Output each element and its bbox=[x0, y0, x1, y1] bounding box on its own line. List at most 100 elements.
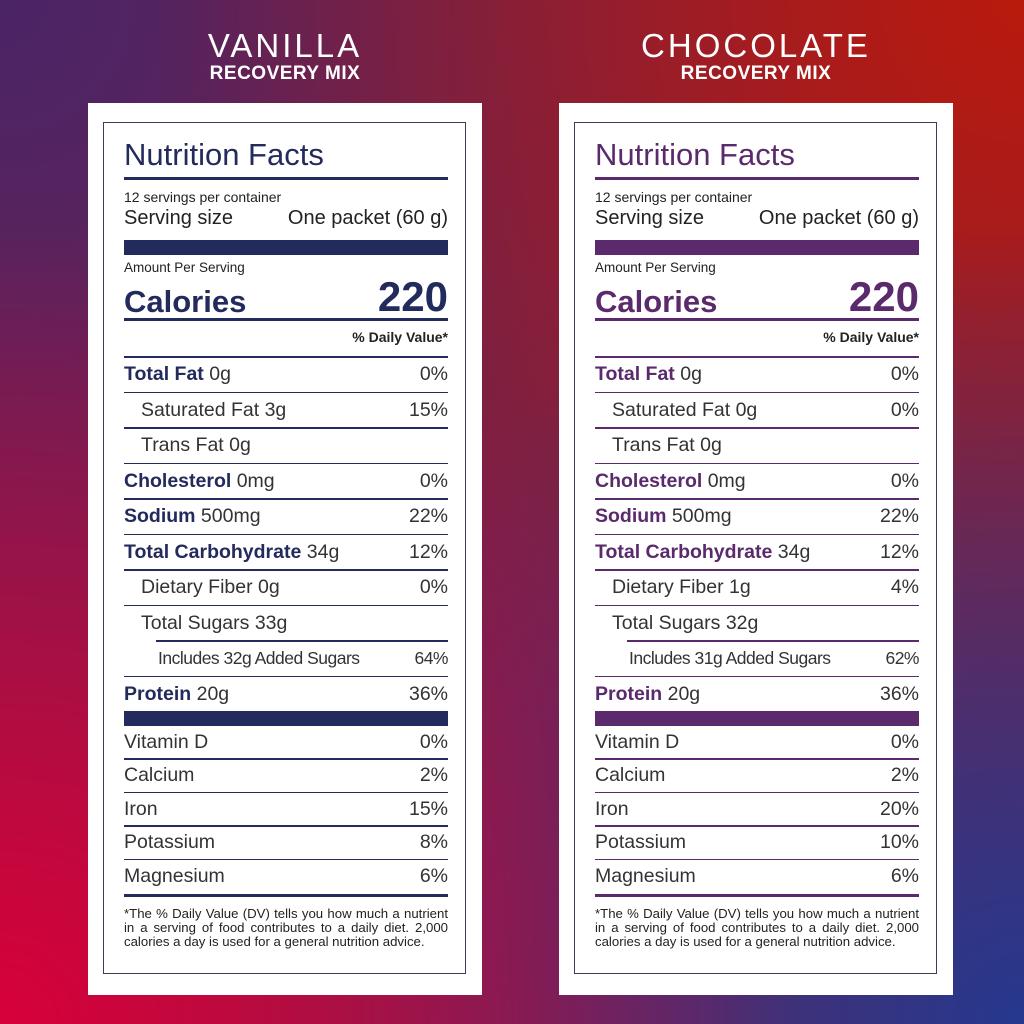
vitamin-dv: 10% bbox=[879, 831, 919, 853]
nutrient-dv: 36% bbox=[408, 682, 448, 705]
nutrient-dv: 12% bbox=[879, 540, 919, 563]
nutrient-row: Includes 31g Added Sugars 62% bbox=[595, 642, 919, 676]
calories-value: 220 bbox=[377, 273, 448, 320]
nutrient-row: Includes 32g Added Sugars 64% bbox=[124, 642, 448, 676]
nutrient-dv: 12% bbox=[408, 540, 448, 563]
nutrient-amount: 0mg bbox=[236, 469, 275, 492]
nutrition-label-card: Nutrition Facts 12 servings per containe… bbox=[559, 103, 953, 995]
nutrient-row: Cholesterol 0mg 0% bbox=[124, 464, 448, 498]
nutrient-label: Cholesterol 0mg bbox=[124, 470, 275, 493]
nutrient-amount: 20g bbox=[196, 682, 230, 705]
vitamin-dv: 15% bbox=[408, 797, 448, 820]
thick-divider bbox=[595, 240, 919, 255]
nutrient-name: Total Fat bbox=[595, 363, 675, 385]
nutrient-label: Sodium 500mg bbox=[595, 505, 732, 528]
nutrient-label: Total Carbohydrate 34g bbox=[595, 541, 810, 564]
flavor-heading: CHOCOLATE RECOVERY MIX bbox=[559, 28, 953, 84]
nutrient-name: Protein bbox=[124, 682, 192, 705]
divider bbox=[595, 675, 919, 677]
nutrient-name: Total Carbohydrate bbox=[595, 540, 773, 563]
nutrient-name: Trans Fat bbox=[141, 434, 224, 456]
nutrient-amount: 32g bbox=[725, 611, 759, 634]
label-title: Nutrition Facts bbox=[124, 137, 324, 172]
serving-size-value: One packet (60 g) bbox=[287, 207, 448, 229]
divider bbox=[124, 894, 448, 897]
label-border: Nutrition Facts 12 servings per containe… bbox=[103, 122, 466, 974]
nutrient-label: Total Sugars 33g bbox=[141, 612, 287, 635]
nutrient-label: Trans Fat 0g bbox=[141, 434, 251, 457]
nutrient-amount: 500mg bbox=[671, 505, 732, 527]
nutrient-dv: 62% bbox=[885, 648, 919, 668]
nutrient-name: Dietary Fiber bbox=[612, 576, 724, 598]
nutrient-row: Trans Fat 0g bbox=[595, 429, 919, 463]
amount-per-serving: Amount Per Serving bbox=[595, 260, 716, 275]
vitamin-name: Potassium bbox=[124, 831, 216, 853]
nutrient-amount: 34g bbox=[306, 540, 340, 563]
thick-divider bbox=[595, 711, 919, 726]
vitamin-name: Vitamin D bbox=[595, 730, 680, 753]
vitamin-dv: 6% bbox=[890, 864, 919, 887]
nutrient-name: Cholesterol bbox=[595, 469, 703, 492]
nutrient-amount: 1g bbox=[729, 576, 751, 598]
daily-value-header: % Daily Value* bbox=[352, 329, 448, 345]
nutrient-dv: 4% bbox=[890, 576, 919, 598]
daily-value-header: % Daily Value* bbox=[823, 329, 919, 345]
amount-per-serving: Amount Per Serving bbox=[124, 260, 245, 275]
vitamin-dv: 2% bbox=[890, 764, 919, 786]
divider bbox=[595, 391, 919, 393]
nutrient-row: Protein 20g 36% bbox=[124, 677, 448, 711]
vitamin-dv: 6% bbox=[419, 864, 448, 887]
divider bbox=[124, 858, 448, 860]
nutrient-amount: 3g bbox=[264, 398, 287, 421]
nutrient-amount: 0g bbox=[735, 398, 758, 421]
nutrient-dv: 0% bbox=[890, 469, 919, 492]
nutrient-name: Saturated Fat bbox=[141, 398, 260, 421]
divider bbox=[156, 640, 448, 642]
nutrient-amount: 0g bbox=[258, 576, 280, 598]
divider bbox=[595, 791, 919, 793]
serving-size-value: One packet (60 g) bbox=[758, 207, 919, 229]
flavor-heading: VANILLA RECOVERY MIX bbox=[88, 28, 482, 84]
nutrient-name: Includes 31g Added Sugars bbox=[629, 648, 831, 668]
nutrient-amount: 0g bbox=[209, 363, 231, 385]
nutrient-dv: 64% bbox=[414, 648, 448, 668]
thick-divider bbox=[124, 240, 448, 255]
footnote: *The % Daily Value (DV) tells you how mu… bbox=[595, 906, 919, 949]
vitamin-row: Vitamin D 0% bbox=[595, 726, 919, 758]
nutrient-label: Total Fat 0g bbox=[595, 363, 702, 386]
divider bbox=[124, 569, 448, 571]
nutrient-name: Total Sugars bbox=[612, 611, 721, 634]
calories-row: Calories 220 bbox=[595, 275, 919, 318]
vitamin-row: Calcium 2% bbox=[124, 760, 448, 792]
vitamin-row: Potassium 8% bbox=[124, 827, 448, 859]
vitamin-name: Vitamin D bbox=[124, 730, 209, 753]
nutrient-amount: 0mg bbox=[707, 469, 746, 492]
nutrient-name: Protein bbox=[595, 682, 663, 705]
divider bbox=[627, 640, 919, 642]
vitamin-name: Magnesium bbox=[595, 864, 696, 887]
vitamin-row: Potassium 10% bbox=[595, 827, 919, 859]
nutrient-label: Cholesterol 0mg bbox=[595, 470, 746, 493]
nutrient-label: Dietary Fiber 1g bbox=[612, 576, 751, 599]
divider bbox=[124, 498, 448, 500]
nutrient-dv: 22% bbox=[879, 505, 919, 527]
divider bbox=[124, 318, 448, 321]
vitamin-name: Potassium bbox=[595, 831, 687, 853]
vitamin-dv: 20% bbox=[879, 797, 919, 820]
nutrient-row: Protein 20g 36% bbox=[595, 677, 919, 711]
vitamin-name: Iron bbox=[595, 797, 629, 820]
divider bbox=[124, 391, 448, 393]
vitamin-row: Calcium 2% bbox=[595, 760, 919, 792]
divider bbox=[595, 758, 919, 760]
servings-per-container: 12 servings per container bbox=[124, 189, 282, 205]
nutrient-amount: 0g bbox=[229, 434, 251, 456]
divider bbox=[124, 791, 448, 793]
nutrient-row: Total Carbohydrate 34g 12% bbox=[124, 535, 448, 569]
vitamin-dv: 8% bbox=[419, 831, 448, 853]
divider bbox=[124, 427, 448, 429]
nutrient-label: Total Fat 0g bbox=[124, 363, 231, 386]
divider bbox=[595, 533, 919, 535]
nutrient-row: Dietary Fiber 0g 0% bbox=[124, 571, 448, 605]
vitamin-name: Calcium bbox=[124, 764, 195, 786]
nutrient-name: Includes 32g Added Sugars bbox=[158, 648, 360, 668]
